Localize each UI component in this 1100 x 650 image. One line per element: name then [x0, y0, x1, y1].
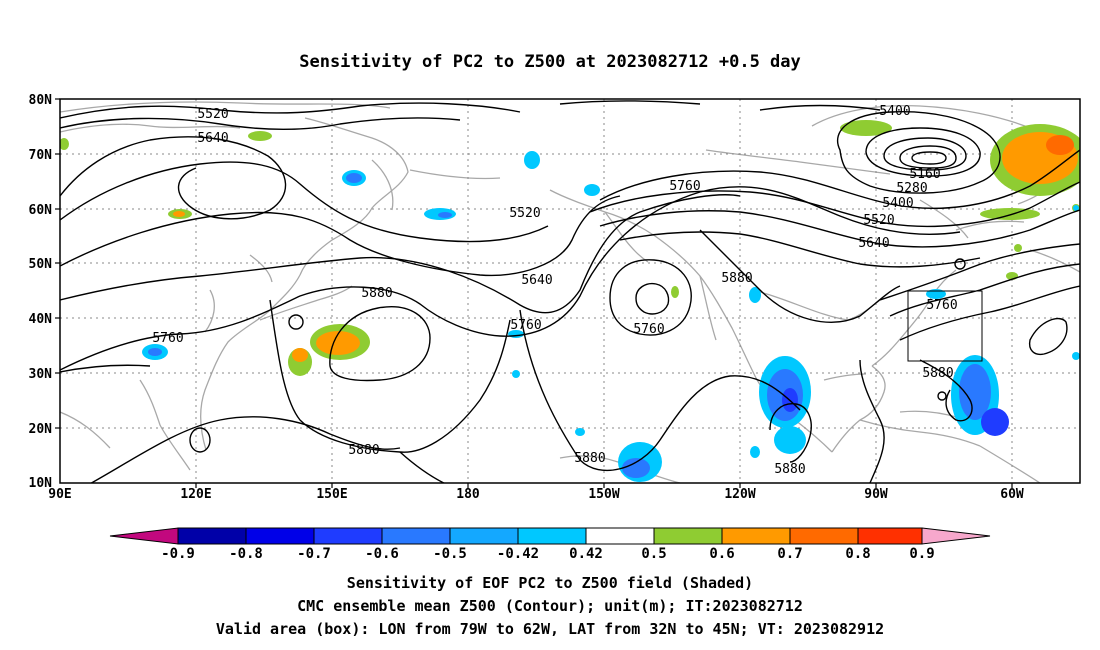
contour-label: 5520: [509, 206, 540, 221]
contour-labels: 5400 5520 5640 5160 5280 5400 5520 5640 …: [152, 104, 957, 477]
lon-tick-label: 90E: [48, 487, 71, 502]
colorbar-right-arrow: [921, 527, 991, 545]
colorbar-segment: [177, 527, 247, 545]
colorbar-tick-label: -0.6: [365, 546, 399, 562]
colorbar-segment: [449, 527, 519, 545]
contour-label: 5400: [882, 196, 913, 211]
valid-area-box: [907, 290, 983, 362]
colorbar-tick-label: 0.6: [709, 546, 734, 562]
lon-tick-label: 120W: [724, 487, 755, 502]
contour-label: 5280: [896, 181, 927, 196]
lon-tick-label: 150E: [316, 487, 347, 502]
colorbar-tick-label: 0.7: [777, 546, 802, 562]
colorbar-tick-label: -0.9: [161, 546, 195, 562]
lon-tick-label: 180: [456, 487, 480, 502]
colorbar-segment: [313, 527, 383, 545]
caption-shading: Sensitivity of EOF PC2 to Z500 field (Sh…: [347, 574, 753, 592]
colorbar-segment: [721, 527, 791, 545]
contour-label: 5760: [633, 322, 664, 337]
lat-tick-label: 50N: [29, 257, 53, 272]
colorbar-tick-label: -0.42: [497, 546, 539, 562]
lat-tick-label: 30N: [29, 367, 53, 382]
colorbar-tick-label: 0.42: [569, 546, 603, 562]
contour-label: 5880: [574, 451, 605, 466]
negative-sensitivity-areas: [142, 151, 1080, 482]
colorbar-segment: [857, 527, 923, 545]
lat-tick-label: 10N: [29, 476, 53, 491]
lat-tick-label: 40N: [29, 312, 53, 327]
colorbar-tick-label: 0.9: [909, 546, 934, 562]
lat-tick-label: 20N: [29, 422, 53, 437]
longitude-axis: 90E 120E 150E 180 150W 120W 90W 60W: [48, 483, 1024, 502]
colorbar-segment: [517, 527, 587, 545]
latitude-axis: 80N 70N 60N 50N 40N 30N 20N 10N: [29, 93, 60, 491]
map-layers: [60, 99, 1080, 483]
caption-valid-area: Valid area (box): LON from 79W to 62W, L…: [216, 620, 884, 638]
colorbar-left-arrow: [109, 527, 179, 545]
contour-label: 5640: [521, 273, 552, 288]
contour-label: 5520: [863, 213, 894, 228]
contour-label: 5760: [926, 298, 957, 313]
lat-tick-label: 60N: [29, 203, 53, 218]
colorbar-tick-label: 0.8: [845, 546, 870, 562]
z500-contours: [60, 100, 1080, 483]
colorbar-tick-label: -0.8: [229, 546, 263, 562]
contour-label: 5640: [197, 131, 228, 146]
contour-label: 5760: [152, 331, 183, 346]
caption-contour: CMC ensemble mean Z500 (Contour); unit(m…: [297, 597, 803, 615]
contour-label: 5880: [361, 286, 392, 301]
contour-label: 5880: [721, 271, 752, 286]
figure-title: Sensitivity of PC2 to Z500 at 2023082712…: [299, 52, 801, 72]
lat-tick-label: 70N: [29, 148, 53, 163]
map-frame: [59, 98, 1081, 484]
colorbar-tick-label: -0.7: [297, 546, 331, 562]
colorbar-segment: [245, 527, 315, 545]
contour-label: 5760: [510, 318, 541, 333]
contour-label: 5760: [669, 179, 700, 194]
contour-label: 5880: [922, 366, 953, 381]
lon-tick-label: 150W: [588, 487, 619, 502]
lon-tick-label: 120E: [180, 487, 211, 502]
lat-tick-label: 80N: [29, 93, 53, 108]
contour-label: 5400: [879, 104, 910, 119]
gridlines: [60, 99, 1080, 483]
contour-label: 5880: [774, 462, 805, 477]
contour-label: 5880: [348, 443, 379, 458]
sensitivity-shading: [60, 120, 1080, 482]
contour-label: 5160: [909, 167, 940, 182]
lon-tick-label: 60W: [1000, 487, 1024, 502]
contour-label: 5520: [197, 107, 228, 122]
colorbar-segment: [381, 527, 451, 545]
colorbar-segment: [653, 527, 723, 545]
colorbar-tick-label: 0.5: [641, 546, 666, 562]
colorbar: -0.9 -0.8 -0.7 -0.6 -0.5 -0.42 0.42 0.5 …: [109, 527, 991, 562]
lon-tick-label: 90W: [864, 487, 888, 502]
contour-label: 5640: [858, 236, 889, 251]
positive-sensitivity-areas: [60, 120, 1080, 376]
colorbar-segment: [789, 527, 859, 545]
colorbar-tick-label: -0.5: [433, 546, 467, 562]
colorbar-segment: [585, 527, 655, 545]
